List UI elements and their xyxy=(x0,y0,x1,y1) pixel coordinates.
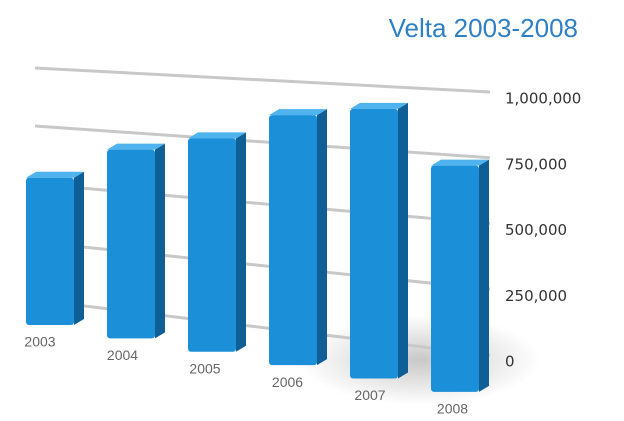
bar xyxy=(431,165,479,392)
bar-side xyxy=(155,143,165,339)
x-tick-label: 2007 xyxy=(354,387,385,403)
bar-top xyxy=(350,102,408,109)
y-tick-label: 1,000,000 xyxy=(505,90,581,108)
x-tick-label: 2004 xyxy=(107,347,138,363)
y-tick-label: 750,000 xyxy=(505,155,567,173)
x-tick-label: 2006 xyxy=(272,374,303,390)
bar-top xyxy=(269,109,327,116)
chart-title: Velta 2003-2008 xyxy=(389,13,578,43)
y-tick-label: 0 xyxy=(505,353,515,371)
bar-top xyxy=(188,132,246,139)
shadow xyxy=(300,315,540,405)
bar-side xyxy=(317,109,327,366)
bar-side xyxy=(236,132,246,352)
bar xyxy=(269,115,317,366)
x-tick-label: 2005 xyxy=(189,360,220,376)
grid-line xyxy=(34,182,491,225)
bar-top xyxy=(107,143,165,150)
bar-side xyxy=(479,159,489,392)
grid-line xyxy=(34,66,491,94)
y-tick-label: 500,000 xyxy=(505,221,567,239)
bar xyxy=(188,138,236,352)
bar-top xyxy=(431,159,489,166)
grid-line xyxy=(34,240,491,291)
bar xyxy=(350,108,398,379)
bar-side xyxy=(74,171,84,325)
y-tick-label: 250,000 xyxy=(505,287,567,305)
x-tick-label: 2003 xyxy=(24,334,55,350)
x-tick-label: 2008 xyxy=(437,401,468,417)
bar-top xyxy=(26,171,84,178)
bar-side xyxy=(398,102,408,379)
bar xyxy=(107,149,155,339)
grid-line xyxy=(34,124,491,160)
bar xyxy=(26,177,74,325)
